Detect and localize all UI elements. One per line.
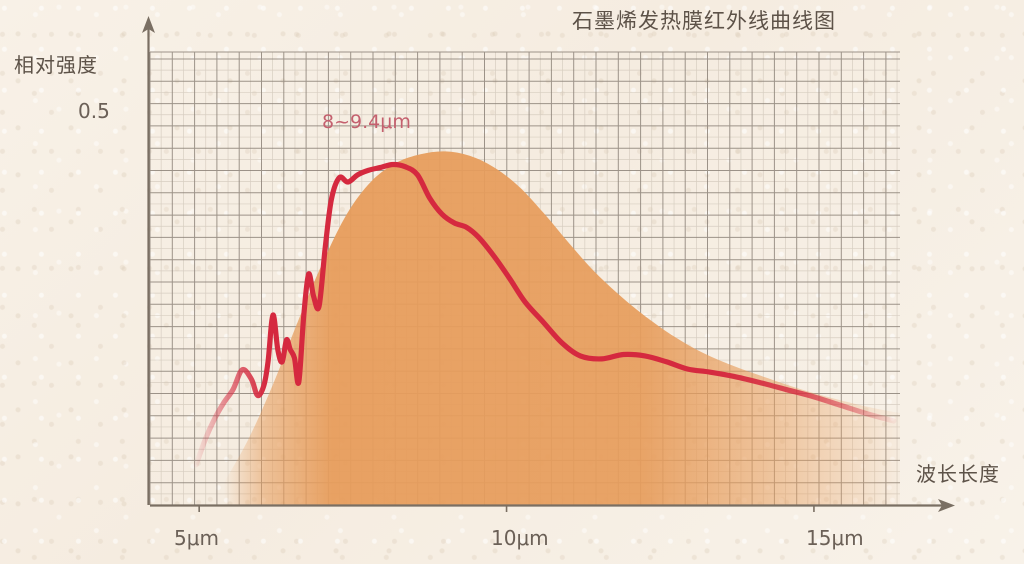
x-axis-label: 波长长度 <box>916 462 1000 486</box>
y-axis-label: 相对强度 <box>14 53 98 77</box>
x-tick-label-2: 15μm <box>806 526 864 550</box>
y-axis-arrow-icon <box>142 16 155 33</box>
x-axis-ticks <box>198 505 815 512</box>
x-tick-label-1: 10μm <box>491 526 549 550</box>
blackbody-area-series <box>223 151 900 505</box>
chart-title: 石墨烯发热膜红外线曲线图 <box>572 9 836 33</box>
x-axis-arrow-icon <box>938 499 955 512</box>
infrared-curve-series <box>193 161 897 468</box>
axes-group <box>142 16 955 512</box>
x-tick-label-0: 5μm <box>174 526 219 550</box>
y-tick-label-0: 0.5 <box>78 99 110 123</box>
peak-range-annotation: 8~9.4μm <box>322 111 411 133</box>
